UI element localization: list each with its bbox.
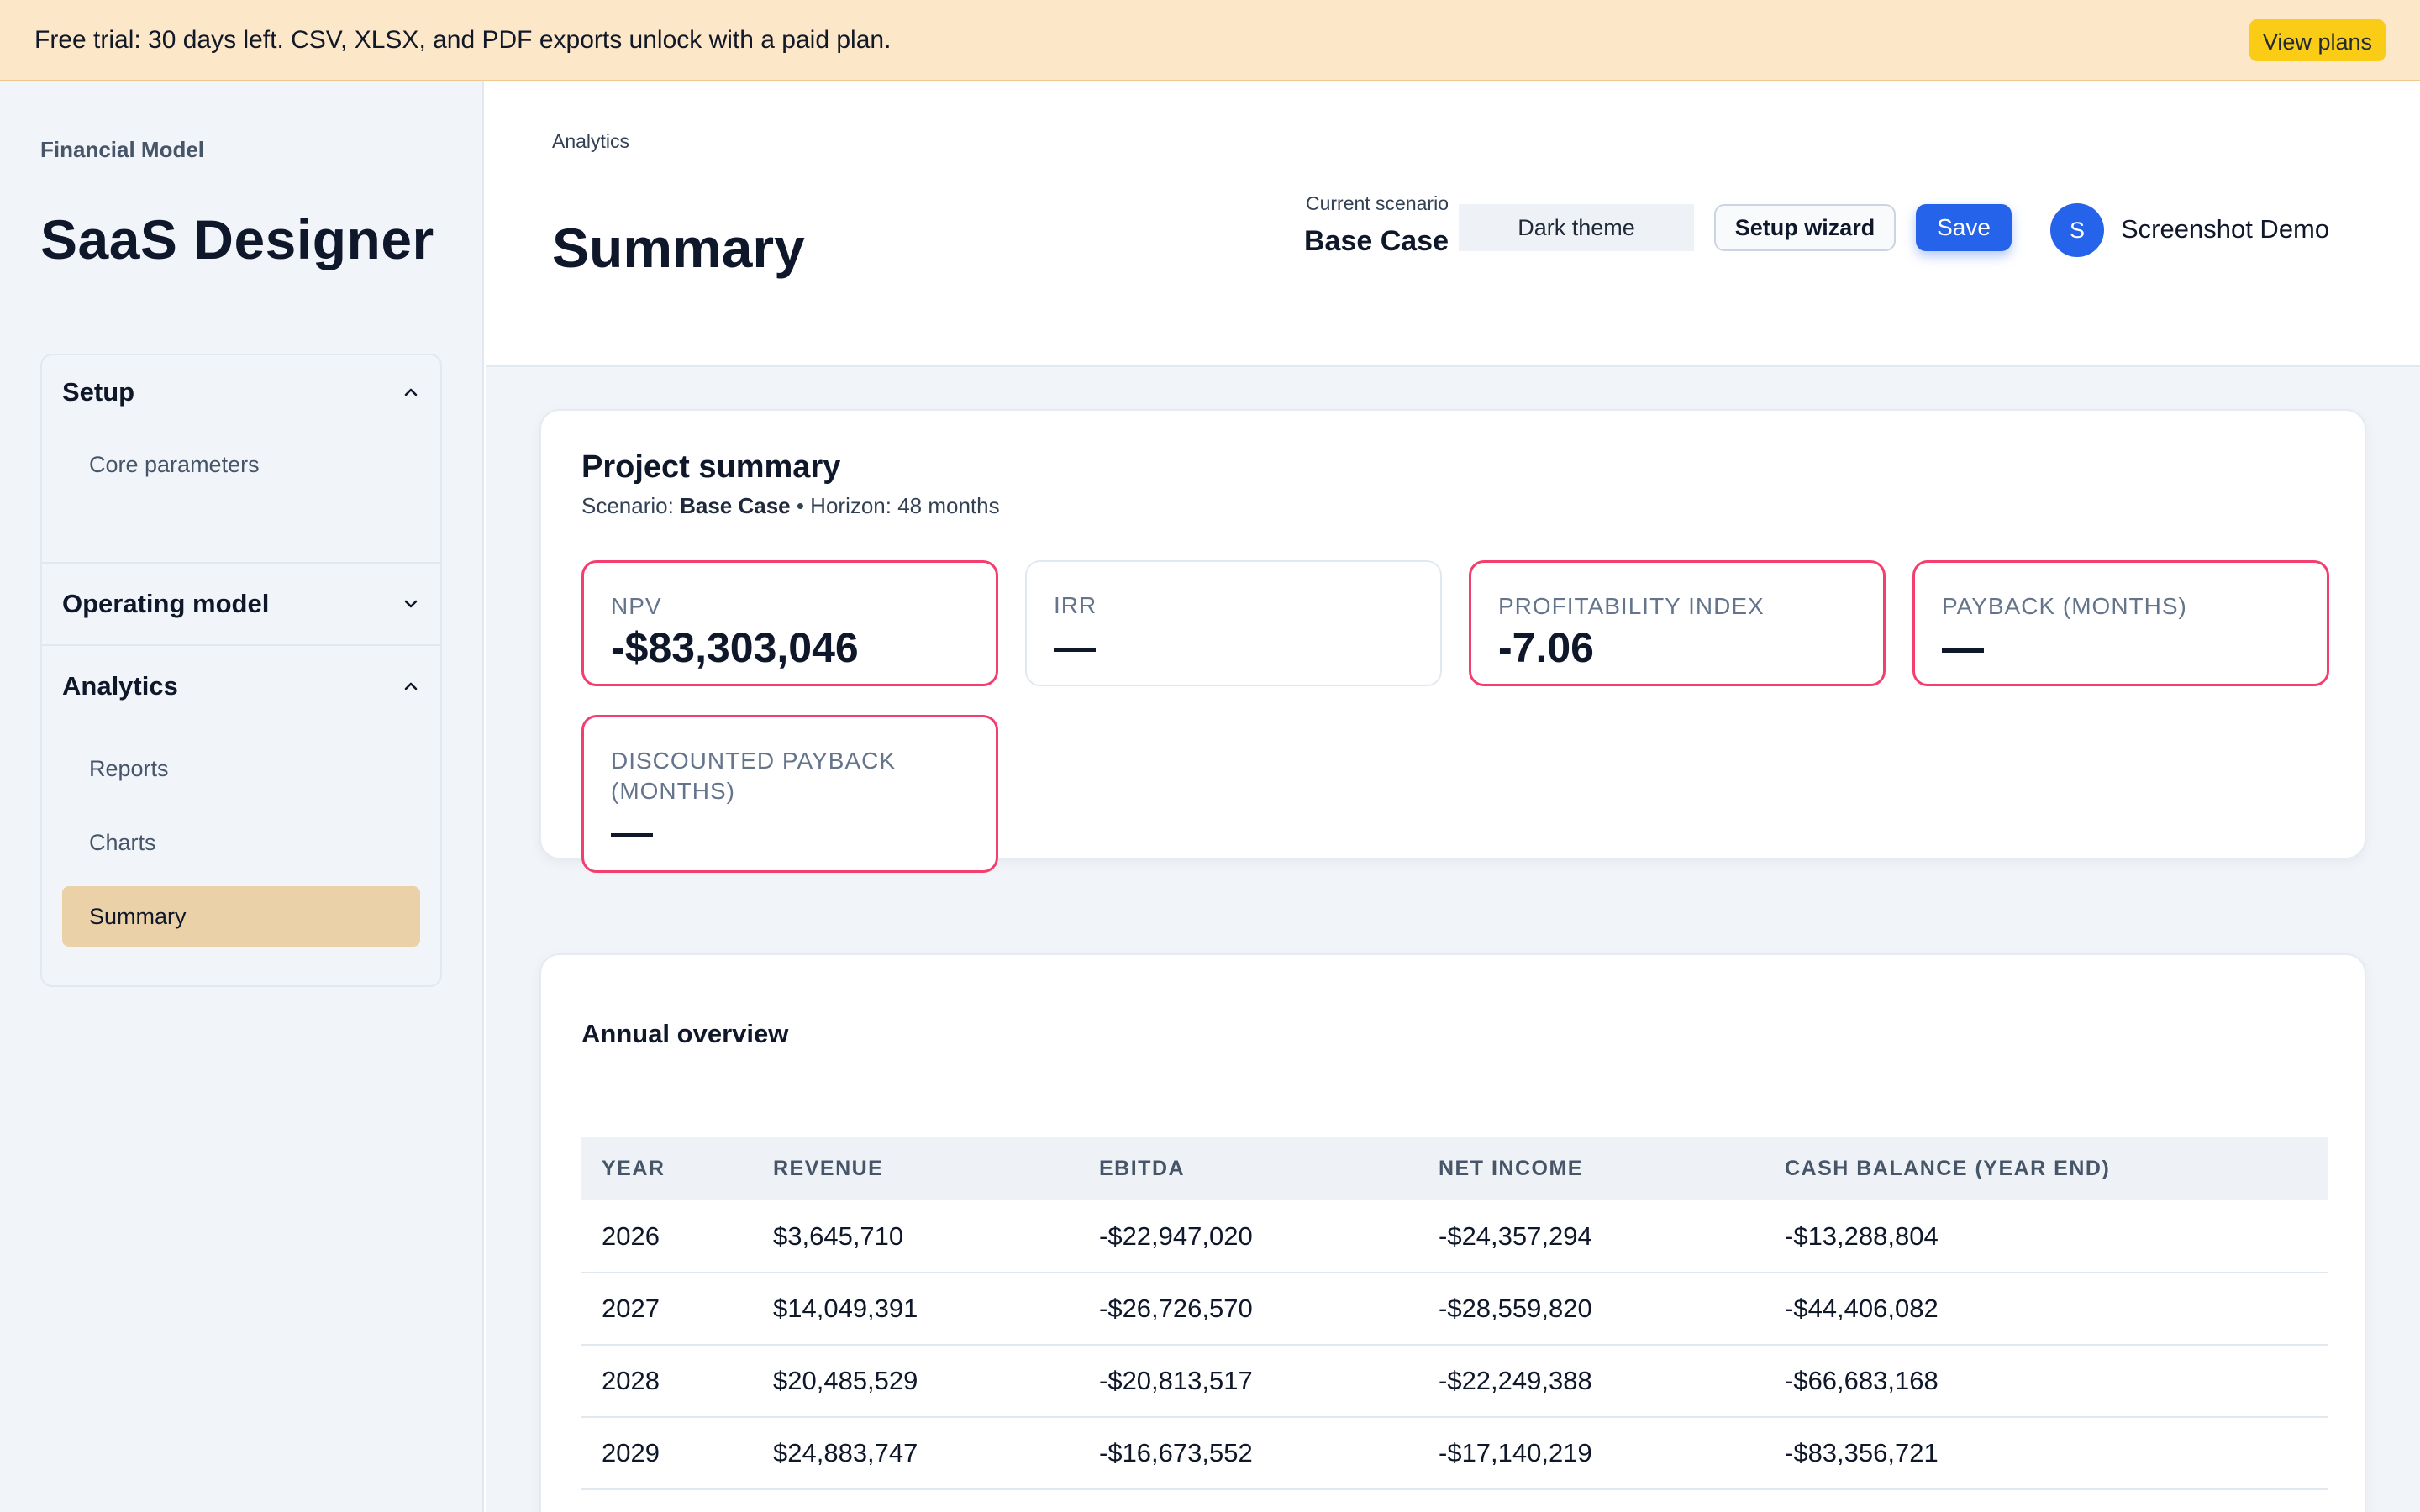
main-content: Project summary Scenario: Base Case • Ho… xyxy=(486,367,2420,1512)
table-cell: -$26,726,570 xyxy=(1079,1273,1418,1346)
metric-label: PROFITABILITY INDEX xyxy=(1498,593,1765,619)
metric-value: -7.06 xyxy=(1498,624,1594,671)
dark-theme-button[interactable]: Dark theme xyxy=(1459,204,1694,251)
sidebar-item-core-parameters[interactable]: Core parameters xyxy=(89,451,260,477)
chevron-up-icon xyxy=(402,383,420,402)
scenario-value: Base Case xyxy=(1303,225,1449,257)
nav-group-operating-model-toggle[interactable]: Operating model xyxy=(42,564,440,644)
chevron-down-icon xyxy=(402,595,420,613)
table-row: 2026 $3,645,710 -$22,947,020 -$24,357,29… xyxy=(581,1200,2328,1273)
annual-overview-card: Annual overview YEAR REVENUE EBITDA NET … xyxy=(539,953,2366,1512)
table-cell: $3,645,710 xyxy=(753,1200,1079,1273)
metric-value: -$83,303,046 xyxy=(611,624,859,671)
table-cell: 2028 xyxy=(581,1345,753,1418)
avatar[interactable]: S xyxy=(2050,203,2104,257)
trial-banner-text: Free trial: 30 days left. CSV, XLSX, and… xyxy=(34,25,892,54)
table-cell: -$22,249,388 xyxy=(1418,1345,1765,1418)
app-title: SaaS Designer xyxy=(40,208,434,270)
nav-group-setup-items: Core parameters xyxy=(42,429,440,562)
table-cell: -$22,947,020 xyxy=(1079,1200,1418,1273)
table-cell: -$16,673,552 xyxy=(1079,1417,1418,1490)
table-cell: -$24,357,294 xyxy=(1418,1200,1765,1273)
column-header-revenue: REVENUE xyxy=(753,1137,1079,1200)
metric-label: IRR xyxy=(1054,592,1097,618)
sidebar-item-charts[interactable]: Charts xyxy=(89,829,156,855)
table-row: 2027 $14,049,391 -$26,726,570 -$28,559,8… xyxy=(581,1273,2328,1346)
project-summary-card: Project summary Scenario: Base Case • Ho… xyxy=(539,409,2366,873)
table-cell: $20,485,529 xyxy=(753,1345,1079,1418)
scenario-label: Current scenario xyxy=(1305,192,1449,214)
table-cell: -$66,683,168 xyxy=(1765,1345,2328,1418)
view-plans-button[interactable]: View plans xyxy=(2249,18,2386,61)
nav-group-analytics: Analytics Reports Charts Summary xyxy=(42,646,440,985)
nav-group-analytics-toggle[interactable]: Analytics xyxy=(42,646,440,727)
breadcrumb[interactable]: Analytics xyxy=(552,130,630,152)
column-header-ebitda: EBITDA xyxy=(1079,1137,1418,1200)
table-cell: -$44,406,082 xyxy=(1765,1273,2328,1346)
metric-value: — xyxy=(611,809,653,856)
table-cell: 2027 xyxy=(581,1273,753,1346)
table-cell: 2029 xyxy=(581,1417,753,1490)
setup-wizard-button[interactable]: Setup wizard xyxy=(1714,204,1896,251)
metric-irr: IRR — xyxy=(1025,560,1442,686)
scenario-selector[interactable]: Current scenario Base Case xyxy=(1272,192,1449,258)
table-cell: -$17,140,219 xyxy=(1418,1417,1765,1490)
metric-label: NPV xyxy=(611,593,662,619)
table-cell: $24,883,747 xyxy=(753,1417,1079,1490)
scenario-prefix: Scenario: xyxy=(581,493,681,518)
project-summary-title: Project summary xyxy=(581,449,841,485)
nav-group-operating-model: Operating model xyxy=(42,564,440,646)
metric-payback: PAYBACK (MONTHS) — xyxy=(1912,560,2329,686)
metric-npv: NPV -$83,303,046 xyxy=(581,560,998,686)
column-header-cash-balance: CASH BALANCE (YEAR END) xyxy=(1765,1137,2328,1200)
chevron-up-icon xyxy=(402,677,420,696)
trial-banner: Free trial: 30 days left. CSV, XLSX, and… xyxy=(0,0,2420,81)
metric-discounted-payback: DISCOUNTED PAYBACK (MONTHS) — xyxy=(581,715,998,873)
table-row: 2028 $20,485,529 -$20,813,517 -$22,249,3… xyxy=(581,1345,2328,1418)
app-kicker: Financial Model xyxy=(40,137,205,162)
page-header: Analytics Summary Current scenario Base … xyxy=(486,81,2420,367)
table-cell: -$13,288,804 xyxy=(1765,1200,2328,1273)
table-cell: -$20,813,517 xyxy=(1079,1345,1418,1418)
table-cell: -$83,356,721 xyxy=(1765,1417,2328,1490)
user-name[interactable]: Screenshot Demo xyxy=(2121,214,2330,244)
project-summary-subtitle: Scenario: Base Case • Horizon: 48 months xyxy=(581,493,1000,519)
nav-group-setup: Setup Core parameters xyxy=(42,355,440,564)
table-cell: $14,049,391 xyxy=(753,1273,1079,1346)
annual-overview-title: Annual overview xyxy=(581,1019,789,1048)
nav-group-setup-toggle[interactable]: Setup xyxy=(42,355,440,429)
metric-profitability-index: PROFITABILITY INDEX -7.06 xyxy=(1469,560,1886,686)
scenario-name: Base Case xyxy=(680,493,791,518)
nav-group-analytics-items: Reports Charts Summary xyxy=(42,727,440,985)
metric-value: — xyxy=(1054,623,1096,670)
nav-group-label: Operating model xyxy=(62,589,270,618)
column-header-net-income: NET INCOME xyxy=(1418,1137,1765,1200)
annual-overview-table: YEAR REVENUE EBITDA NET INCOME CASH BALA… xyxy=(581,1137,2328,1490)
sidebar-nav: Setup Core parameters Operating model An… xyxy=(40,354,442,987)
metric-label: DISCOUNTED PAYBACK (MONTHS) xyxy=(611,748,897,804)
sidebar-item-summary[interactable]: Summary xyxy=(62,886,420,947)
horizon-text: • Horizon: 48 months xyxy=(790,493,1000,518)
nav-group-label: Setup xyxy=(62,377,135,407)
nav-group-label: Analytics xyxy=(62,671,178,701)
table-header-row: YEAR REVENUE EBITDA NET INCOME CASH BALA… xyxy=(581,1137,2328,1200)
page-title: Summary xyxy=(552,217,805,279)
table-row: 2029 $24,883,747 -$16,673,552 -$17,140,2… xyxy=(581,1417,2328,1490)
sidebar-item-reports[interactable]: Reports xyxy=(89,755,169,781)
column-header-year: YEAR xyxy=(581,1137,753,1200)
metric-label: PAYBACK (MONTHS) xyxy=(1942,593,2187,619)
sidebar: Financial Model SaaS Designer Setup Core… xyxy=(0,81,484,1512)
table-cell: 2026 xyxy=(581,1200,753,1273)
table-cell: -$28,559,820 xyxy=(1418,1273,1765,1346)
save-button[interactable]: Save xyxy=(1916,204,2012,251)
metric-value: — xyxy=(1942,624,1984,671)
